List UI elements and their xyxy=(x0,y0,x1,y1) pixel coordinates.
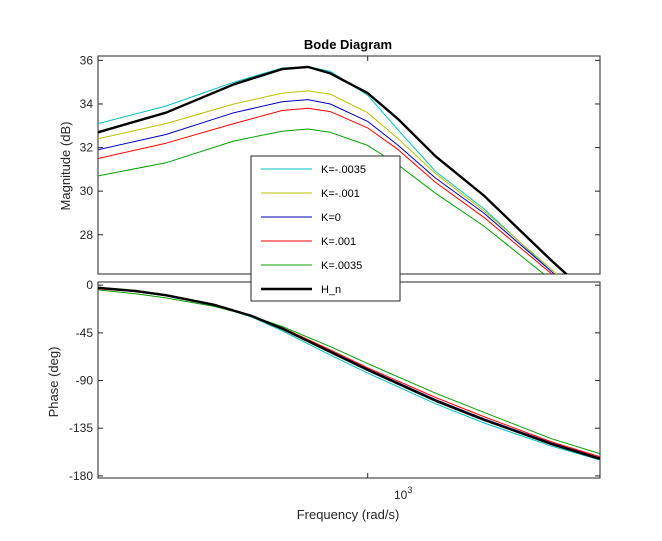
phase-y-ticks: 0 -45 -90 -135 -180 xyxy=(69,278,600,483)
magnitude-y-tick-label: 36 xyxy=(80,53,94,67)
legend-label: K=0 xyxy=(321,212,341,224)
phase-y-tick-label: 0 xyxy=(86,278,93,292)
magnitude-series-k-0035 xyxy=(98,128,545,274)
legend-label: K=-.0035 xyxy=(321,164,366,176)
chart-title: Bode Diagram xyxy=(304,37,392,52)
phase-series-lines xyxy=(98,286,600,461)
magnitude-series-h-n xyxy=(98,65,569,274)
magnitude-y-tick-label: 32 xyxy=(80,141,94,155)
phase-axis-label: Phase (deg) xyxy=(46,347,61,418)
magnitude-series-k-001 xyxy=(98,107,553,274)
phase-series-h-n xyxy=(98,286,600,461)
phase-panel: 0 -45 -90 -135 -180 Phase (deg) xyxy=(46,278,601,483)
phase-y-tick-label: -45 xyxy=(76,326,94,340)
x-tick-base: 10 xyxy=(394,488,408,502)
x-tick-exponent: 3 xyxy=(407,485,412,495)
magnitude-series-k-001 xyxy=(98,90,558,274)
legend: K=-.0035 K=-.001 K=0 K=.001 K=.0035 H_n xyxy=(250,155,401,302)
phase-y-tick-label: -90 xyxy=(76,374,94,388)
legend-label: K=-.001 xyxy=(321,188,360,200)
magnitude-y-tick-label: 30 xyxy=(80,184,94,198)
legend-box xyxy=(250,155,401,302)
magnitude-y-ticks: 36 34 32 30 28 xyxy=(80,53,600,274)
phase-series-k-0035 xyxy=(98,289,600,455)
svg-text:103: 103 xyxy=(394,485,412,502)
legend-label: K=.0035 xyxy=(321,260,362,272)
phase-y-tick-label: -180 xyxy=(69,469,93,483)
phase-axes-box xyxy=(97,281,601,479)
phase-y-tick-label: -135 xyxy=(69,421,93,435)
legend-label: H_n xyxy=(321,284,341,296)
magnitude-y-tick-label: 34 xyxy=(80,97,94,111)
magnitude-series-k-0 xyxy=(98,99,555,274)
x-axis-label: Frequency (rad/s) xyxy=(297,507,400,522)
magnitude-y-tick-label: 28 xyxy=(80,228,94,242)
x-tick-label-1000: 103 xyxy=(394,485,412,502)
legend-label: K=.001 xyxy=(321,236,356,248)
magnitude-series-lines xyxy=(98,65,569,274)
magnitude-axis-label: Magnitude (dB) xyxy=(58,122,73,211)
